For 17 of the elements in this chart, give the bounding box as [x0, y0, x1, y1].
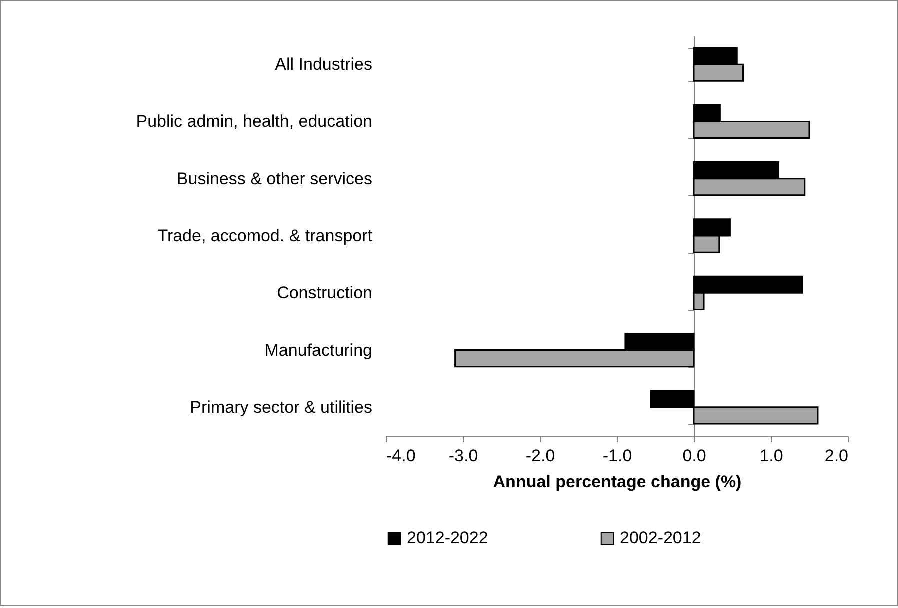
- y-tick-label: Public admin, health, education: [136, 112, 372, 132]
- y-tick-label: Manufacturing: [264, 340, 372, 360]
- x-tick-label: -3.0: [448, 446, 478, 466]
- y-tick-label: Primary sector & utilities: [190, 398, 372, 417]
- x-tick-label: -2.0: [526, 446, 556, 466]
- y-tick-label: Trade, accomod. & transport: [158, 226, 373, 246]
- legend-label: 2012-2022: [407, 528, 488, 548]
- x-tick-label: 0.0: [682, 446, 706, 466]
- y-tick-label: Construction: [277, 284, 372, 303]
- y-tick-label: Business & other services: [176, 169, 372, 188]
- x-tick-label: -4.0: [386, 446, 416, 466]
- x-tick-label: 2.0: [824, 446, 848, 466]
- y-tick-label: All Industries: [275, 55, 372, 74]
- legend-label: 2002-2012: [620, 528, 702, 548]
- x-axis-title: Annual percentage change (%): [493, 472, 742, 492]
- x-tick-label: -1.0: [602, 446, 632, 466]
- x-tick-label: 1.0: [760, 446, 784, 466]
